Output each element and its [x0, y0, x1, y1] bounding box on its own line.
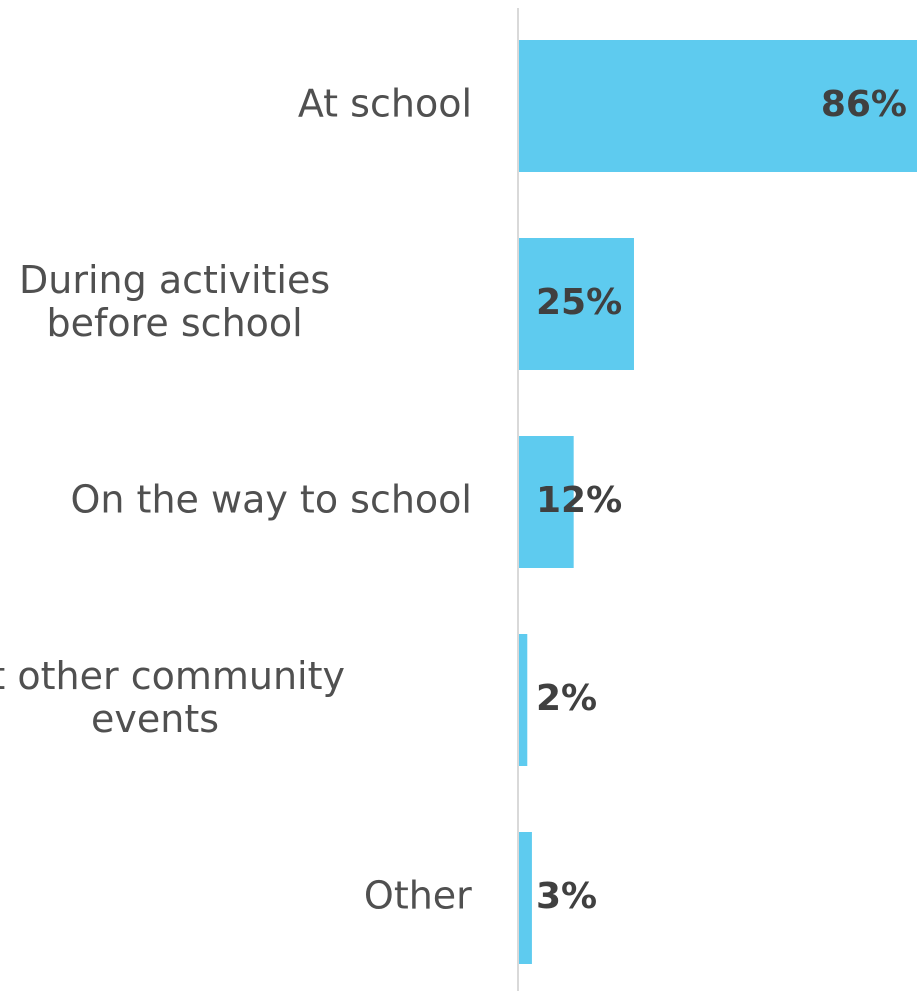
bar-0 — [518, 40, 917, 172]
value-labels-group: 86% 25% 12% 2% 3% — [536, 84, 907, 917]
category-labels-group: At school During activities before school O… — [0, 82, 472, 918]
value-label-0: 86% — [821, 84, 907, 125]
category-label-2: On the way to school — [70, 478, 472, 522]
category-label-0-line-0: At school — [298, 82, 472, 126]
category-label-1-line-1: before school — [47, 301, 303, 345]
bar-4 — [518, 832, 532, 964]
category-label-2-line-0: On the way to school — [70, 478, 472, 522]
category-label-0: At school — [298, 82, 472, 126]
category-label-3: At other community events — [0, 654, 345, 741]
bar-2 — [518, 436, 574, 568]
value-label-3: 2% — [536, 678, 597, 719]
bars-group — [518, 40, 917, 964]
bar-3 — [518, 634, 528, 766]
category-label-1-line-0: During activities — [19, 258, 330, 302]
category-label-4-line-0: Other — [364, 874, 472, 918]
category-label-3-line-1: events — [91, 697, 219, 741]
category-label-1: During activities before school — [19, 258, 330, 345]
value-label-1: 25% — [536, 282, 622, 323]
value-label-2: 12% — [536, 480, 622, 521]
category-label-4: Other — [364, 874, 472, 918]
bar-1 — [518, 238, 634, 370]
value-label-4: 3% — [536, 876, 597, 917]
category-label-3-line-0: At other community — [0, 654, 345, 698]
